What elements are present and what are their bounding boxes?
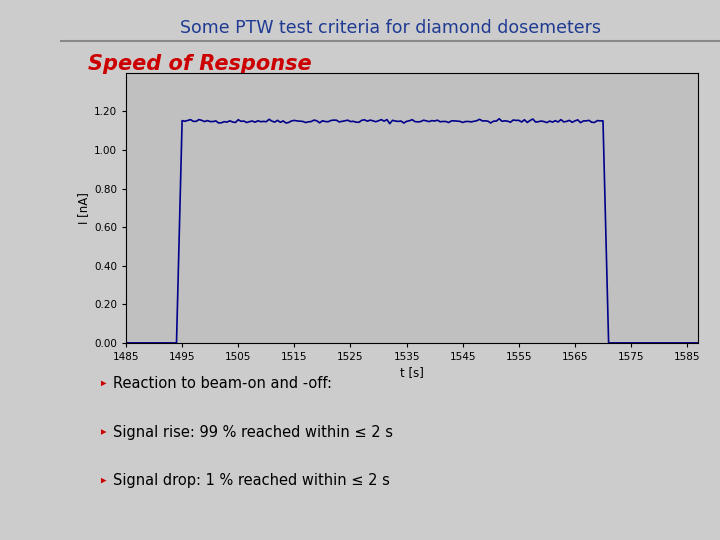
X-axis label: t [s]: t [s]: [400, 366, 424, 379]
Text: Some PTW test criteria for diamond dosemeters: Some PTW test criteria for diamond dosem…: [180, 19, 601, 37]
Text: Speed of Response: Speed of Response: [88, 54, 311, 74]
Text: Reaction to beam-on and -off:: Reaction to beam-on and -off:: [112, 376, 332, 391]
Text: Signal drop: 1 % reached within ≤ 2 s: Signal drop: 1 % reached within ≤ 2 s: [112, 473, 390, 488]
Text: Signal rise: 99 % reached within ≤ 2 s: Signal rise: 99 % reached within ≤ 2 s: [112, 424, 392, 440]
Y-axis label: I [nA]: I [nA]: [77, 192, 90, 224]
